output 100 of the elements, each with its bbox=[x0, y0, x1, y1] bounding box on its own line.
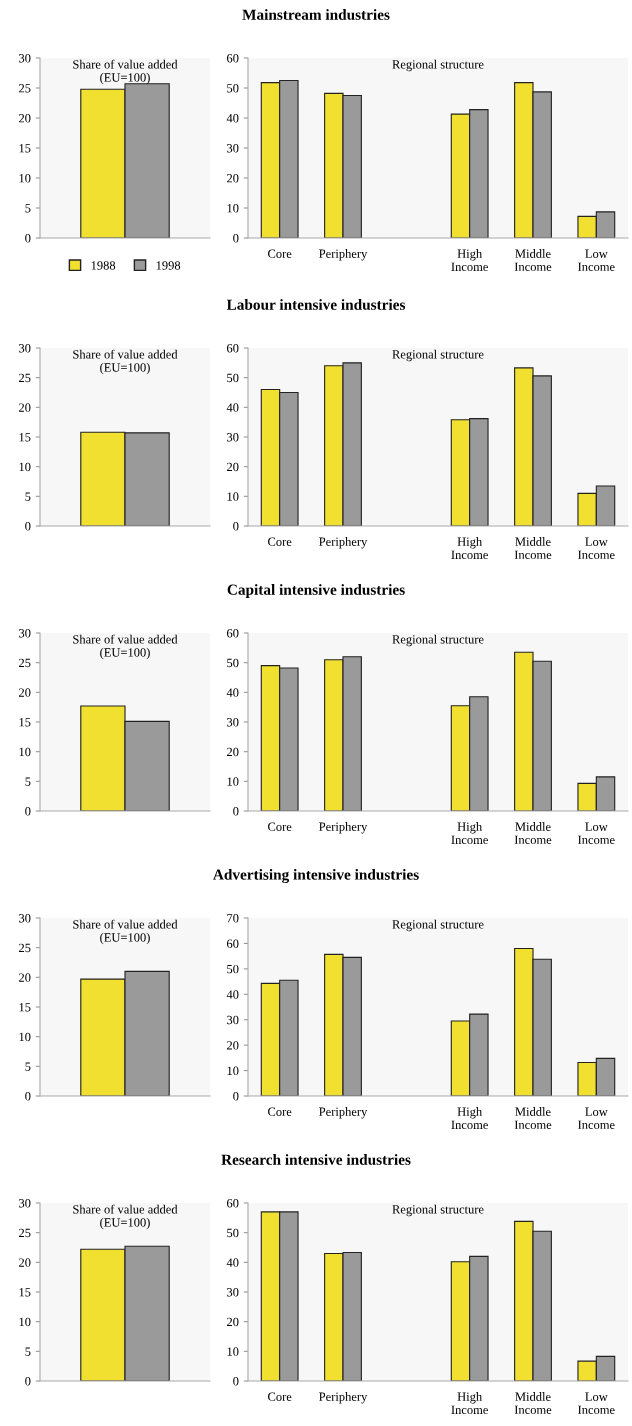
text: Share of value added (EU=100) bbox=[73, 59, 178, 85]
y-tick-label: 0 bbox=[25, 1092, 31, 1101]
y-tick-label: 25 bbox=[19, 84, 31, 93]
x-tick-label: High Income bbox=[451, 1392, 488, 1415]
y-tick-label: 15 bbox=[19, 1003, 31, 1012]
y-tick-label: 25 bbox=[19, 658, 31, 668]
y-tick-label: 20 bbox=[227, 462, 239, 472]
x-tick-label: Core bbox=[268, 822, 292, 831]
y-tick-label: 20 bbox=[227, 747, 239, 757]
x-tick-label: Middle Income bbox=[514, 1392, 552, 1414]
y-tick-label: 0 bbox=[25, 1377, 31, 1386]
x-tick-label: Periphery bbox=[319, 822, 368, 834]
y-tick-label: 20 bbox=[19, 688, 31, 697]
y-tick-label: 10 bbox=[19, 747, 31, 757]
y-tick-label: 30 bbox=[227, 144, 239, 153]
y-tick-label: 30 bbox=[19, 344, 31, 353]
y-tick-label: 20 bbox=[19, 403, 31, 412]
chart-title: Regional structure bbox=[392, 59, 484, 72]
x-tick-label: Low Income bbox=[578, 1107, 615, 1129]
y-tick-label: 25 bbox=[19, 373, 31, 383]
x-tick-label: High Income bbox=[451, 822, 488, 845]
y-tick-label: 5 bbox=[25, 1347, 31, 1356]
text: Share of value added (EU=100) bbox=[73, 1204, 178, 1230]
chart-title: Regional structure bbox=[392, 349, 484, 362]
y-tick-label: 20 bbox=[227, 174, 239, 183]
y-tick-label: 30 bbox=[227, 1015, 239, 1025]
y-tick-label: 60 bbox=[227, 54, 239, 63]
x-tick-label: Low Income bbox=[578, 1392, 615, 1414]
y-tick-label: 50 bbox=[227, 1228, 239, 1238]
y-tick-label: 15 bbox=[19, 718, 31, 727]
y-tick-label: 30 bbox=[227, 718, 239, 727]
y-tick-label: 15 bbox=[19, 433, 31, 442]
y-tick-label: 20 bbox=[19, 114, 31, 123]
y-tick-label: 30 bbox=[19, 54, 31, 63]
x-tick-label: Periphery bbox=[319, 1392, 368, 1404]
y-tick-label: 40 bbox=[226, 688, 239, 697]
y-tick-label: 0 bbox=[25, 522, 31, 531]
text: Share of value added (EU=100) bbox=[73, 349, 178, 375]
y-tick-label: 60 bbox=[227, 344, 239, 353]
y-tick-label: 10 bbox=[227, 492, 239, 501]
x-tick-label: Low Income bbox=[578, 822, 615, 844]
y-tick-label: 25 bbox=[19, 943, 31, 953]
x-tick-label: Core bbox=[268, 249, 292, 258]
y-tick-label: 50 bbox=[227, 84, 239, 93]
chart-subtitle: Advertising intensive industries bbox=[213, 869, 419, 883]
y-tick-label: 60 bbox=[227, 1199, 239, 1208]
y-tick-label: 30 bbox=[19, 629, 31, 638]
y-tick-label: 70 bbox=[227, 914, 239, 923]
y-tick-label: 10 bbox=[227, 1347, 239, 1356]
x-tick-label: Middle Income bbox=[514, 249, 552, 271]
y-tick-label: 0 bbox=[233, 522, 239, 531]
y-tick-label: 30 bbox=[227, 1288, 239, 1297]
chart-title: Regional structure bbox=[392, 634, 484, 647]
y-tick-label: 30 bbox=[227, 433, 239, 442]
x-tick-label: Periphery bbox=[319, 1107, 368, 1119]
y-tick-label: 0 bbox=[233, 1092, 239, 1101]
y-tick-label: 20 bbox=[19, 973, 31, 982]
y-tick-label: 0 bbox=[25, 807, 31, 816]
x-tick-label: Low Income bbox=[578, 537, 615, 559]
y-tick-label: 10 bbox=[19, 174, 31, 183]
legend-label: 1988 bbox=[91, 261, 116, 270]
chart-subtitle: Capital intensive industries bbox=[227, 584, 405, 598]
y-tick-label: 10 bbox=[19, 1032, 31, 1042]
y-tick-label: 15 bbox=[19, 144, 31, 153]
y-tick-label: 10 bbox=[19, 462, 31, 472]
y-tick-label: 10 bbox=[19, 1317, 31, 1327]
y-tick-label: 0 bbox=[233, 807, 239, 816]
y-tick-label: 25 bbox=[19, 1228, 31, 1238]
y-tick-label: 40 bbox=[226, 1258, 239, 1267]
x-tick-label: Core bbox=[268, 1107, 292, 1116]
x-tick-label: High Income bbox=[451, 537, 488, 560]
y-tick-label: 5 bbox=[25, 204, 31, 213]
y-tick-label: 40 bbox=[226, 990, 239, 999]
chart-subtitle: Mainstream industries bbox=[242, 9, 390, 20]
y-tick-label: 0 bbox=[25, 234, 31, 243]
y-tick-label: 15 bbox=[19, 1288, 31, 1297]
y-tick-label: 20 bbox=[19, 1258, 31, 1267]
y-tick-label: 60 bbox=[227, 629, 239, 638]
y-tick-label: 40 bbox=[226, 114, 239, 123]
y-tick-label: 0 bbox=[233, 1377, 239, 1386]
y-tick-label: 30 bbox=[19, 914, 31, 923]
chart-title: Regional structure bbox=[392, 1204, 484, 1217]
y-tick-label: 10 bbox=[227, 1066, 239, 1076]
y-tick-label: 0 bbox=[233, 234, 239, 243]
chart-title: Regional structure bbox=[392, 919, 484, 932]
legend-label: 1998 bbox=[156, 261, 181, 270]
y-tick-label: 5 bbox=[25, 777, 31, 786]
y-tick-label: 50 bbox=[227, 658, 239, 668]
chart-subtitle: Research intensive industries bbox=[221, 1154, 411, 1165]
y-tick-label: 40 bbox=[226, 403, 239, 412]
x-tick-label: Middle Income bbox=[514, 822, 552, 844]
x-tick-label: Core bbox=[268, 1392, 292, 1401]
text: Share of value added (EU=100) bbox=[73, 919, 178, 945]
x-tick-label: Middle Income bbox=[514, 537, 552, 559]
x-tick-label: Low Income bbox=[578, 249, 615, 271]
y-tick-label: 10 bbox=[227, 777, 239, 786]
y-tick-label: 20 bbox=[227, 1041, 239, 1050]
y-tick-label: 20 bbox=[227, 1317, 239, 1327]
y-tick-label: 60 bbox=[227, 939, 239, 948]
x-tick-label: High Income bbox=[451, 249, 488, 272]
